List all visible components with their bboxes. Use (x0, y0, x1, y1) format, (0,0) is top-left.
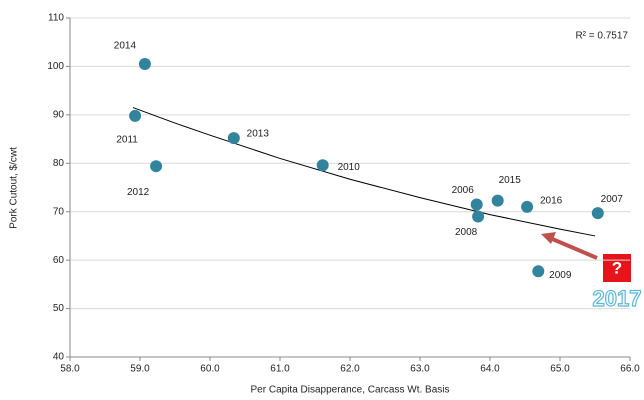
point-label: 2006 (452, 185, 475, 196)
y-tick-label: 40 (53, 352, 65, 363)
x-tick-label: 58.0 (60, 364, 80, 375)
point-label: 2008 (455, 227, 478, 238)
callout-box (603, 254, 631, 282)
x-tick-label: 66.0 (620, 364, 640, 375)
y-tick-label: 70 (53, 206, 65, 217)
point (150, 160, 163, 173)
arrow-head (541, 232, 556, 244)
y-tick-label: 110 (48, 13, 64, 24)
x-tick-label: 64.0 (480, 364, 500, 375)
x-tick-label: 65.0 (550, 364, 570, 375)
x-axis-title: Per Capita Disapperance, Carcass Wt. Bas… (251, 385, 450, 396)
y-tick-label: 90 (53, 109, 65, 120)
point-label: 2010 (338, 162, 361, 173)
point (129, 109, 142, 122)
point (521, 200, 534, 213)
point (532, 265, 545, 278)
point-label: 2009 (549, 270, 572, 281)
callout: ? (612, 258, 622, 277)
point (591, 207, 604, 220)
point-label: 2015 (499, 175, 522, 186)
point-label: 2013 (247, 129, 270, 140)
point (472, 210, 485, 223)
x-tick-label: 60.0 (200, 364, 220, 375)
r-squared: R² = 0.7517 (575, 31, 628, 42)
callout-year: 2017 (593, 286, 642, 311)
point (138, 58, 151, 71)
point (316, 159, 329, 172)
point (227, 132, 240, 145)
y-axis-title: Pork Cutout, $/cwt (9, 147, 20, 229)
point-label: 2011 (116, 134, 138, 145)
x-tick-label: 63.0 (410, 364, 430, 375)
point-label: 2014 (114, 41, 137, 52)
point-label: 2012 (127, 187, 150, 198)
x-tick-label: 59.0 (130, 364, 150, 375)
y-tick-label: 100 (47, 61, 64, 72)
point-label: 2016 (540, 196, 563, 207)
y-tick-label: 60 (53, 255, 65, 266)
trendline (132, 107, 596, 237)
arrow (549, 236, 598, 260)
point (491, 194, 504, 207)
point (470, 198, 483, 211)
y-tick-label: 50 (53, 303, 65, 314)
x-tick-label: 62.0 (340, 364, 360, 375)
x-tick-label: 61.0 (270, 364, 290, 375)
point-label: 2007 (601, 194, 624, 205)
y-tick-label: 80 (53, 158, 65, 169)
